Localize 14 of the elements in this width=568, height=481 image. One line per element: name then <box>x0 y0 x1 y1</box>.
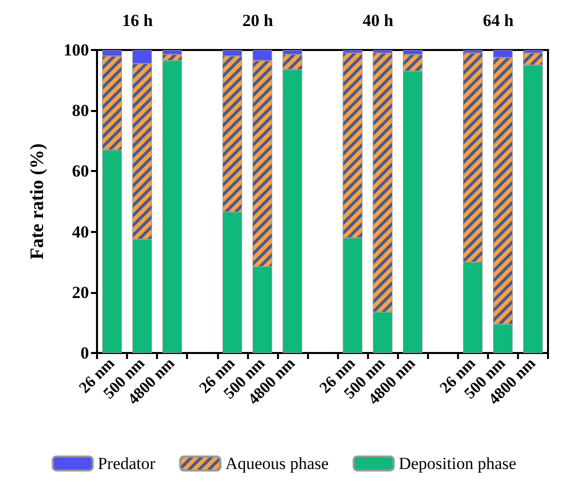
legend-label: Deposition phase <box>398 454 516 473</box>
text: 16 h <box>122 11 154 30</box>
text: 20 h <box>242 11 274 30</box>
y-tick-label: 0 <box>80 344 89 362</box>
y-axis-title: Fate ratio (%) <box>27 143 48 260</box>
legend-label: Aqueous phase <box>225 454 329 473</box>
y-tick-label: 20 <box>72 282 89 302</box>
y-tick-label: 100 <box>64 40 89 60</box>
y-tick-label: 80 <box>72 101 89 120</box>
y-tick-label: 60 <box>72 162 89 181</box>
y-tick-label: 40 <box>72 222 89 242</box>
text: 64 h <box>482 11 514 30</box>
legend-label: Predator <box>98 454 156 473</box>
text: 40 h <box>362 11 394 30</box>
